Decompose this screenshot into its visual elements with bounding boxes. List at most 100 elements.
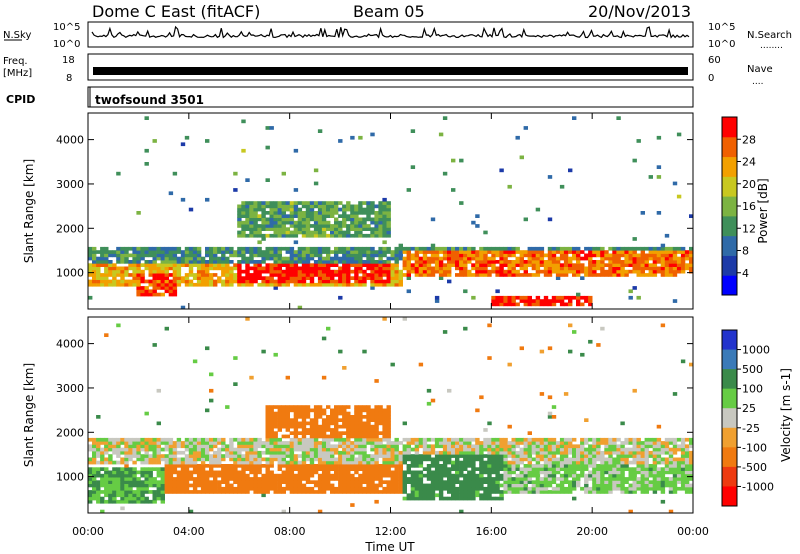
- power-cell: [523, 217, 528, 222]
- power-cell: [362, 220, 367, 225]
- power-cell: [273, 217, 278, 222]
- power-cell: [277, 269, 282, 274]
- velocity-cell: [608, 480, 613, 484]
- power-cell: [100, 276, 105, 280]
- velocity-cell: [209, 457, 214, 462]
- power-cell: [559, 250, 565, 254]
- power-cell: [370, 282, 375, 287]
- velocity-cell: [459, 470, 464, 475]
- power-cell: [366, 260, 371, 264]
- velocity-cell: [354, 486, 359, 491]
- velocity-cell: [402, 473, 407, 478]
- velocity-cell: [350, 431, 355, 435]
- velocity-cell: [668, 480, 674, 484]
- velocity-cell: [568, 457, 573, 462]
- power-cell: [358, 263, 363, 267]
- power-cell: [531, 246, 537, 251]
- power-cell: [362, 250, 367, 254]
- power-cell: [600, 250, 605, 254]
- velocity-cell: [326, 477, 331, 481]
- power-cell: [132, 279, 137, 284]
- velocity-cell: [233, 486, 238, 491]
- velocity-cell: [535, 447, 541, 452]
- velocity-cell: [160, 499, 165, 504]
- velocity-cell: [366, 490, 371, 494]
- power-cell: [205, 266, 210, 271]
- power-cell: [253, 276, 258, 280]
- power-cell: [338, 201, 343, 205]
- velocity-cell: [172, 444, 178, 449]
- power-cell: [572, 246, 577, 251]
- velocity-cell: [672, 457, 678, 462]
- power-cell: [305, 250, 311, 254]
- velocity-cell: [116, 480, 121, 484]
- velocity-cell: [140, 444, 145, 449]
- velocity-cell: [269, 415, 274, 419]
- velocity-cell: [555, 447, 561, 452]
- power-cell: [519, 256, 524, 261]
- velocity-cell: [568, 441, 573, 445]
- velocity-cell: [285, 434, 290, 439]
- velocity-cell: [144, 450, 149, 455]
- velocity-cell: [568, 323, 573, 328]
- velocity-cell: [572, 460, 577, 465]
- power-cell: [249, 227, 254, 231]
- power-cell: [309, 250, 315, 254]
- velocity-cell: [128, 444, 133, 449]
- velocity-cell: [672, 460, 678, 465]
- velocity-cell: [483, 496, 488, 501]
- velocity-cell: [233, 490, 238, 494]
- power-cell: [116, 282, 121, 287]
- velocity-cell: [684, 450, 690, 455]
- velocity-cell: [112, 477, 117, 481]
- power-cell: [378, 204, 383, 209]
- power-cell: [483, 260, 488, 264]
- velocity-cell: [301, 467, 307, 471]
- velocity-cell: [237, 460, 242, 465]
- power-cell: [374, 227, 379, 231]
- power-cell: [459, 269, 464, 274]
- velocity-cell: [100, 450, 105, 455]
- power-cell: [632, 158, 637, 163]
- power-cell: [241, 246, 246, 251]
- velocity-cell: [261, 477, 266, 481]
- velocity-cell: [689, 483, 694, 488]
- velocity-cell: [475, 457, 480, 462]
- power-cell: [221, 256, 226, 261]
- velocity-cell: [342, 470, 347, 475]
- velocity-cell: [112, 450, 117, 455]
- power-cell: [676, 260, 682, 264]
- power-cell: [616, 260, 621, 264]
- power-cell: [515, 269, 520, 274]
- velocity-cell: [640, 444, 645, 449]
- velocity-cell: [507, 464, 512, 468]
- velocity-cell: [535, 457, 541, 462]
- velocity-cell: [507, 490, 512, 494]
- power-cell: [326, 253, 331, 258]
- velocity-cell: [410, 496, 416, 501]
- velocity-cell: [213, 486, 218, 491]
- velocity-cell: [321, 336, 327, 341]
- velocity-cell: [370, 411, 375, 416]
- power-cell: [309, 201, 315, 205]
- power-cell: [245, 220, 250, 225]
- velocity-cell: [668, 486, 674, 491]
- power-cell: [176, 250, 182, 254]
- velocity-cell: [108, 486, 113, 491]
- velocity-cell: [660, 450, 666, 455]
- velocity-cell: [156, 480, 161, 484]
- power-cell: [321, 260, 327, 264]
- velocity-cell: [487, 447, 492, 452]
- velocity-cell: [233, 470, 238, 475]
- power-cell: [475, 260, 480, 264]
- power-cell: [192, 246, 198, 251]
- velocity-cell: [398, 490, 403, 494]
- power-cell: [338, 233, 343, 238]
- velocity-cell: [172, 467, 178, 471]
- power-cell: [555, 276, 561, 280]
- velocity-cell: [321, 450, 327, 455]
- power-cell: [317, 260, 323, 264]
- velocity-cell: [463, 457, 468, 462]
- power-cell: [551, 256, 557, 261]
